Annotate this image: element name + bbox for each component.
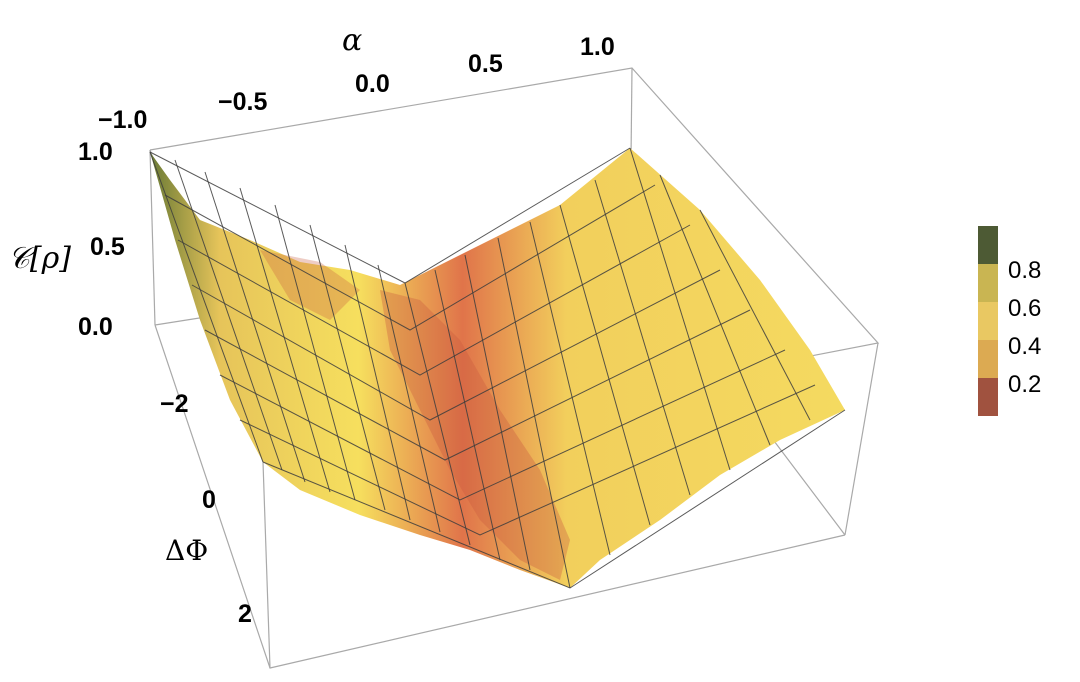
z-axis: 1.0 0.5 0.0 𝒞[ρ]	[8, 138, 125, 341]
y-tick: 2	[238, 600, 252, 628]
z-tick: 1.0	[78, 138, 113, 166]
y-tick: 0	[202, 486, 216, 514]
x-tick: 1.0	[580, 33, 615, 61]
colorbar-tick: 0.6	[1008, 295, 1041, 322]
surface	[149, 147, 846, 589]
mesh-lines	[149, 147, 846, 589]
colorbar: 0.8 0.6 0.4 0.2	[978, 226, 1041, 416]
colorbar-tick: 0.2	[1008, 371, 1041, 398]
z-tick: 0.5	[90, 233, 125, 261]
z-tick: 0.0	[78, 313, 113, 341]
z-axis-label: 𝒞[ρ]	[8, 241, 71, 276]
x-tick: −1.0	[98, 106, 147, 134]
y-tick: −2	[160, 390, 189, 418]
surface-shading	[380, 290, 570, 580]
x-tick: 0.0	[355, 70, 390, 98]
colorbar-tick: 0.4	[1008, 333, 1041, 360]
y-axis-label: ΔΦ	[165, 534, 208, 567]
surface-shading-2	[260, 250, 360, 320]
y-axis: −2 0 2 ΔΦ	[160, 390, 252, 628]
x-tick: −0.5	[218, 88, 267, 116]
x-tick: 0.5	[468, 50, 503, 78]
x-axis-label: α	[342, 23, 362, 58]
colorbar-tick: 0.8	[1008, 257, 1041, 284]
colorbar-swatch	[978, 226, 998, 416]
surface-patch	[150, 148, 845, 588]
x-axis: α −1.0 −0.5 0.0 0.5 1.0	[98, 23, 615, 134]
